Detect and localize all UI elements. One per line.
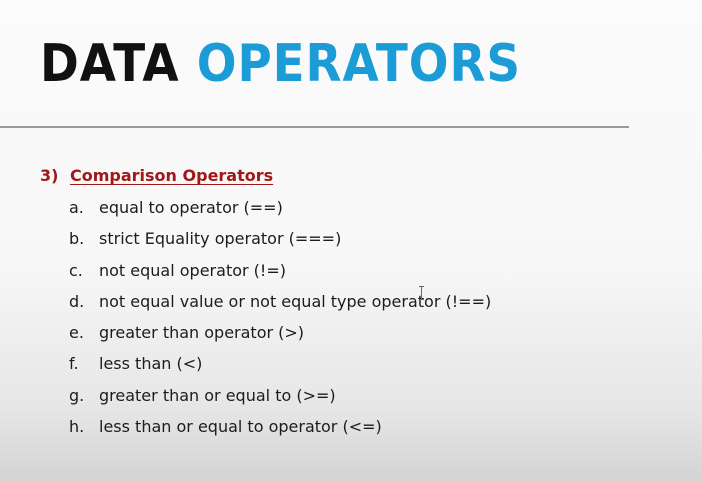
list-item-letter: g. — [69, 385, 85, 405]
list-item-text: greater than operator (>) — [99, 323, 305, 343]
list-item-letter: b. — [69, 229, 85, 249]
list-item: f. less than (<) — [69, 352, 491, 383]
title-word-operators: OPERATORS — [196, 34, 521, 94]
list-item-text: strict Equality operator (===) — [99, 229, 342, 249]
list-item-letter: e. — [69, 323, 84, 343]
list-item: d. not equal value or not equal type oper… — [69, 290, 491, 321]
list-item-text: less than (<) — [99, 354, 203, 374]
list-item: a. equal to operator (==) — [69, 196, 491, 227]
title-divider — [0, 126, 629, 128]
list-item-letter: a. — [69, 198, 84, 217]
section-number: 3) — [40, 166, 59, 185]
list-item-letter: f. — [69, 354, 79, 374]
list-item-text: not equal value or not equal type operat… — [99, 291, 492, 311]
list-item-text: equal to operator (==) — [99, 198, 283, 217]
operator-list: a. equal to operator (==) b. strict Equali… — [69, 196, 491, 446]
list-item-letter: d. — [69, 291, 85, 311]
section-heading: 3) Comparison Operators — [40, 164, 273, 188]
list-item: b. strict Equality operator (===) — [69, 227, 491, 258]
list-item-text: not equal operator (!=) — [99, 260, 286, 280]
list-item: c. not equal operator (!=) — [69, 259, 491, 290]
slide-title: DATA OPERATORS — [40, 30, 521, 98]
list-item-text: greater than or equal to (>=) — [99, 385, 336, 405]
list-item-text: less than or equal to operator (<=) — [99, 417, 382, 437]
list-item-letter: c. — [69, 260, 83, 280]
list-item: h. less than or equal to operator (<=) — [69, 415, 491, 446]
list-item: e. greater than operator (>) — [69, 321, 491, 352]
list-item: g. greater than or equal to (>=) — [69, 384, 491, 415]
title-word-data: DATA — [40, 34, 180, 94]
list-item-letter: h. — [69, 417, 85, 437]
section-title: Comparison Operators — [70, 166, 274, 185]
text-cursor-icon — [419, 286, 425, 300]
